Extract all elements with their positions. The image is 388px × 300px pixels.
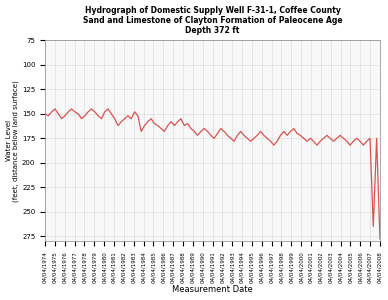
X-axis label: Measurement Date: Measurement Date <box>172 285 253 294</box>
Y-axis label: Water Level
(feet, distance below land surface): Water Level (feet, distance below land s… <box>5 80 19 202</box>
Title: Hydrograph of Domestic Supply Well F-31-1, Coffee County
Sand and Limestone of C: Hydrograph of Domestic Supply Well F-31-… <box>83 6 342 35</box>
